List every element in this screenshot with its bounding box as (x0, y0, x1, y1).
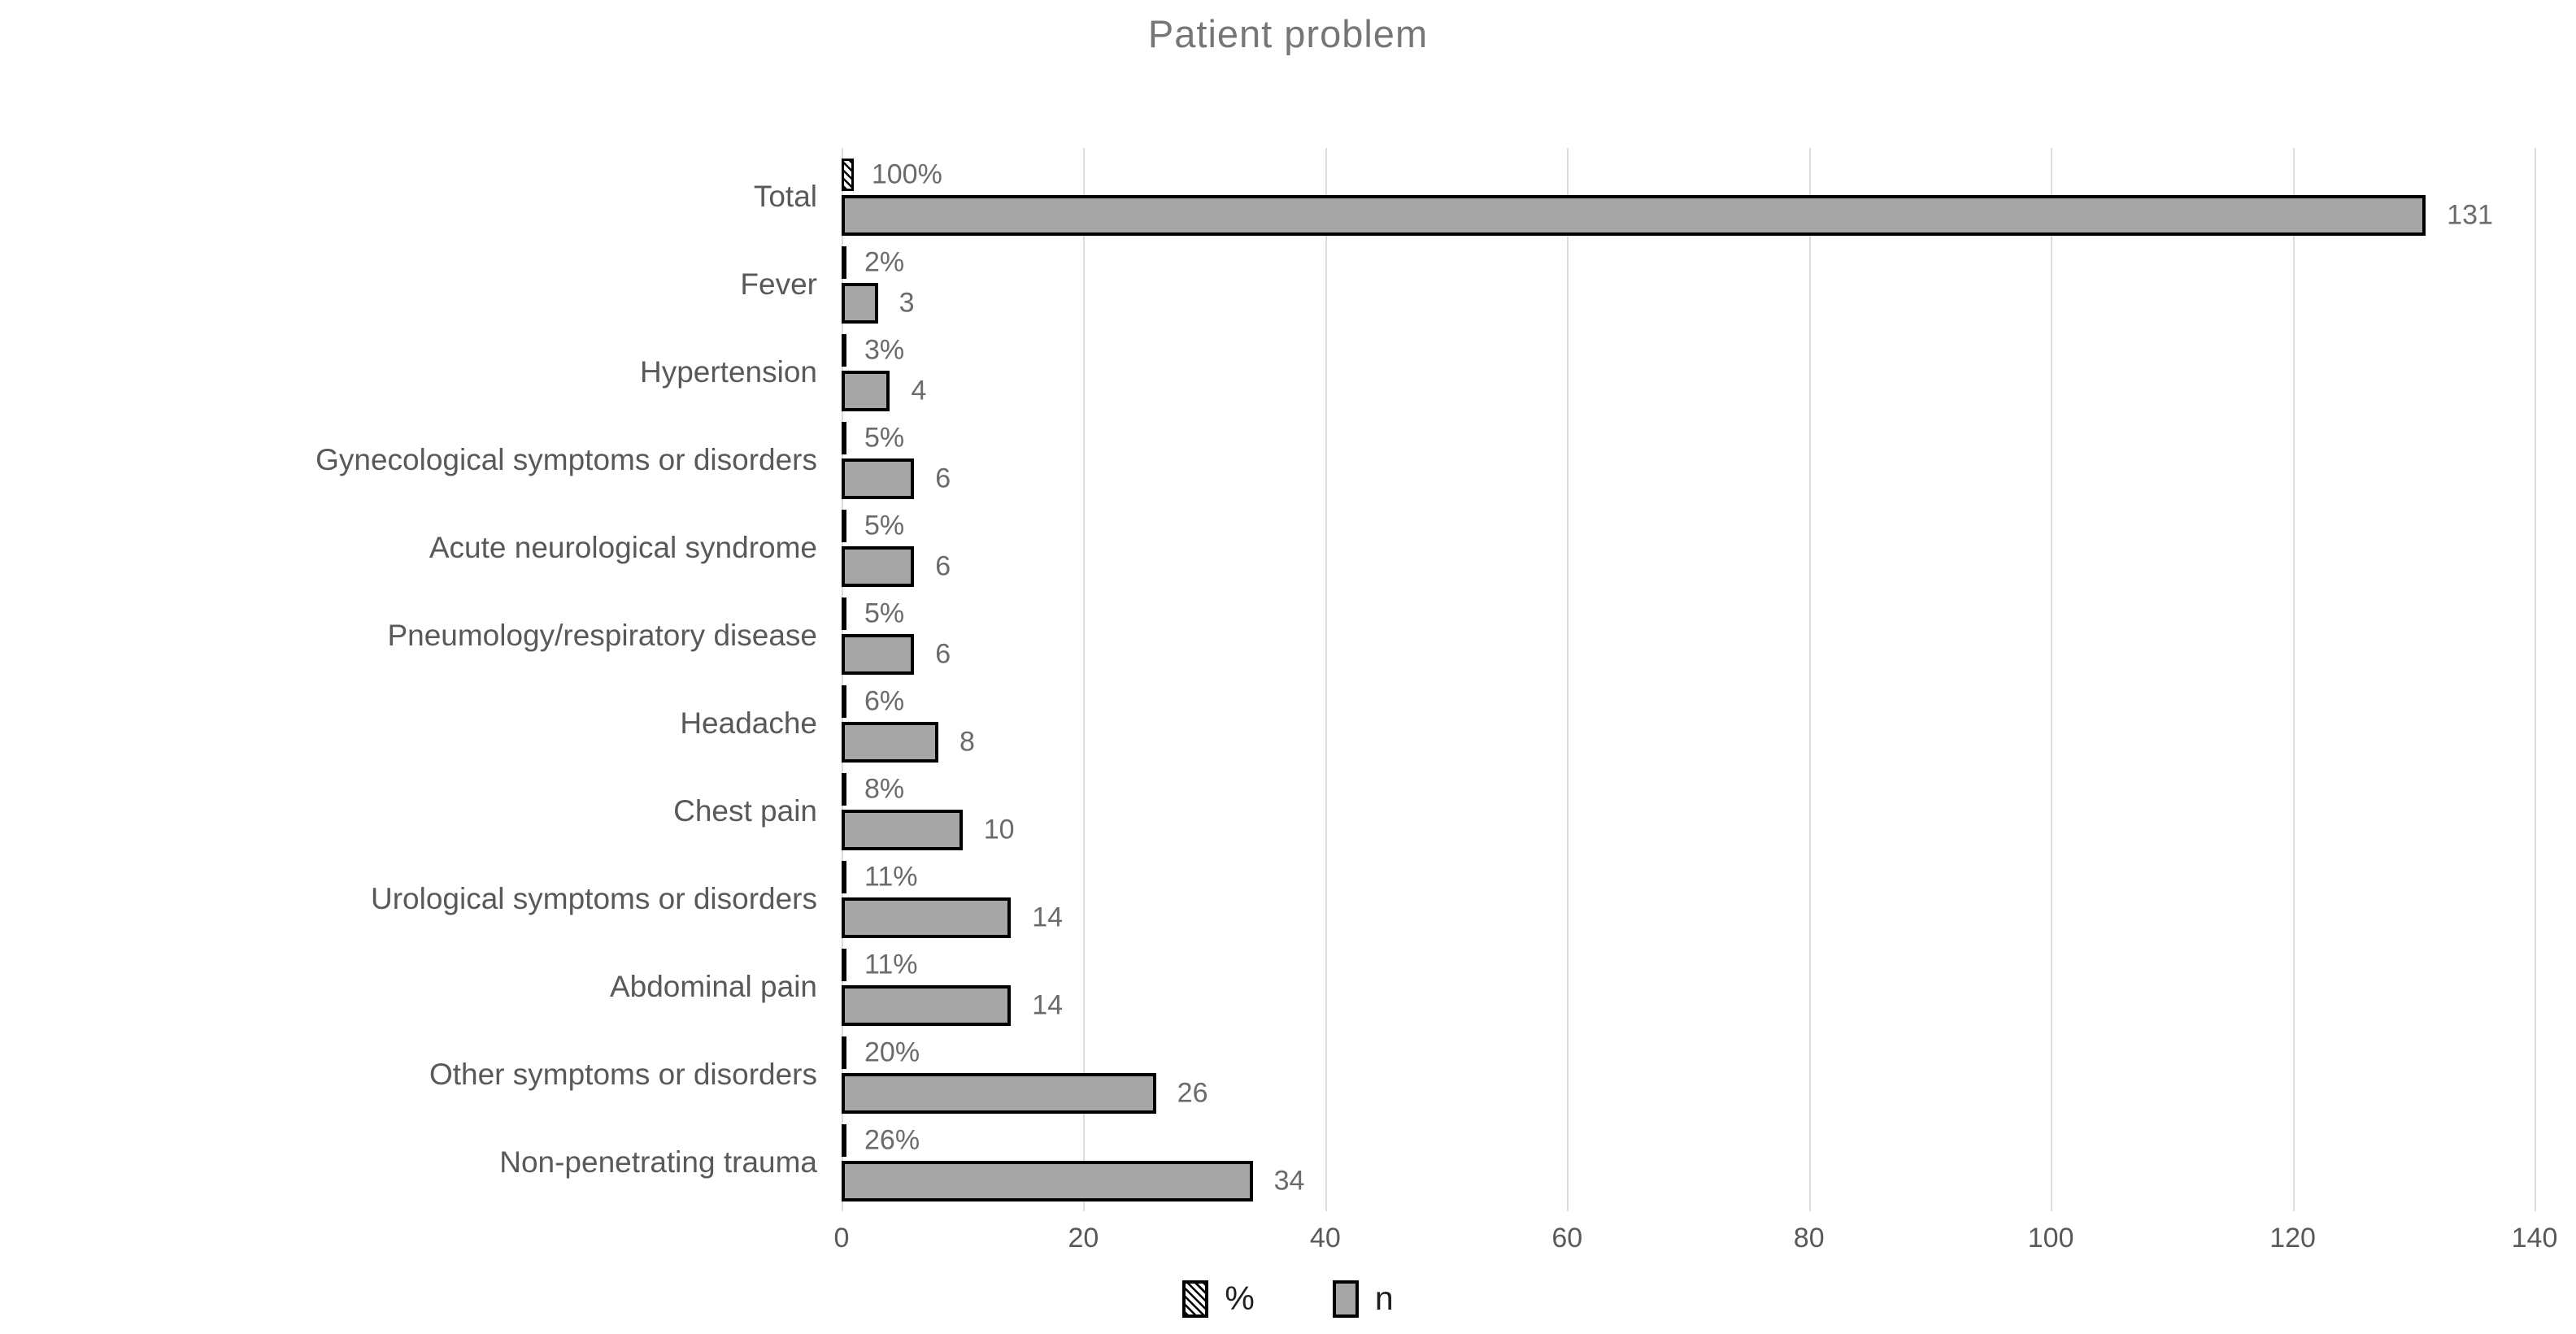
x-tick-label: 60 (1551, 1223, 1583, 1254)
count-value-label: 6 (935, 550, 951, 582)
count-bar (842, 1073, 1156, 1114)
percent-value-label: 6% (864, 685, 905, 717)
percent-bar (842, 334, 846, 367)
count-bar (842, 283, 878, 324)
category-label: Pneumology/respiratory disease (387, 619, 817, 652)
n-series-swatch-icon (1332, 1280, 1359, 1318)
count-bar (842, 195, 2426, 236)
count-value-label: 4 (911, 375, 927, 406)
percent-value-label: 5% (864, 510, 905, 541)
category-label: Acute neurological syndrome (429, 531, 817, 564)
legend-item-n: n (1332, 1280, 1394, 1318)
count-value-label: 14 (1032, 902, 1064, 933)
count-value-label: 8 (959, 726, 975, 758)
gridline (1325, 148, 1327, 1211)
gridline (2535, 148, 2536, 1211)
category-label: Other symptoms or disorders (429, 1058, 817, 1091)
count-value-label: 26 (1177, 1077, 1208, 1109)
percent-bar (842, 597, 846, 630)
count-value-label: 6 (935, 638, 951, 670)
x-tick-label: 80 (1793, 1223, 1825, 1254)
percent-bar (842, 422, 846, 454)
x-axis: 0 20 40 60 80 100 120 140 (834, 1223, 2558, 1258)
count-bar (842, 371, 890, 411)
category-row: Gynecological symptoms or disorders 5% 6 (315, 416, 2535, 504)
percent-value-label: 11% (864, 861, 918, 893)
category-row: Headache 6% 8 (680, 680, 2535, 767)
percent-value-label: 20% (864, 1036, 920, 1068)
percent-value-label: 100% (871, 159, 942, 190)
category-label: Gynecological symptoms or disorders (315, 443, 817, 476)
category-row: Chest pain 8% 10 (673, 767, 2535, 855)
x-tick-label: 120 (2269, 1223, 2316, 1254)
gridline (1808, 148, 1811, 1211)
gridline (1083, 148, 1086, 1211)
gridline (2051, 148, 2053, 1211)
category-row: Abdominal pain 11% 14 (610, 943, 2535, 1031)
category-row: Fever 2% 3 (740, 241, 2535, 328)
gridline (842, 148, 843, 1211)
count-bar (842, 810, 963, 850)
category-label: Hypertension (639, 355, 817, 389)
chart-title: Patient problem (1147, 12, 1429, 55)
category-row: Total 100% 131 (754, 153, 2535, 241)
percent-value-label: 5% (864, 422, 905, 454)
count-bar (842, 634, 915, 675)
legend-item-percent: % (1182, 1280, 1255, 1318)
percent-value-label: 3% (864, 334, 905, 366)
count-bar (842, 1161, 1253, 1201)
count-value-label: 34 (1273, 1165, 1305, 1197)
x-tick-label: 20 (1068, 1223, 1099, 1254)
percent-value-label: 2% (864, 246, 905, 278)
count-value-label: 3 (899, 287, 915, 319)
category-label: Chest pain (673, 794, 817, 828)
category-row: Pneumology/respiratory disease 5% 6 (387, 592, 2535, 680)
category-label: Abdominal pain (609, 970, 817, 1003)
x-tick-label: 40 (1309, 1223, 1341, 1254)
category-row: Non-penetrating trauma 26% 34 (499, 1119, 2535, 1206)
count-bar (842, 985, 1012, 1026)
count-value-label: 14 (1032, 989, 1064, 1021)
percent-value-label: 5% (864, 597, 905, 629)
percent-bar (842, 246, 846, 279)
gridline (2292, 148, 2295, 1211)
category-label: Urological symptoms or disorders (370, 882, 817, 915)
category-row: Acute neurological syndrome 5% 6 (429, 504, 2535, 592)
category-row: Hypertension 3% 4 (640, 328, 2535, 416)
count-value-label: 131 (2447, 199, 2493, 231)
count-value-label: 10 (983, 814, 1015, 845)
percent-bar (842, 1124, 846, 1157)
percent-series-label: % (1225, 1280, 1255, 1317)
x-tick-label: 140 (2511, 1223, 2558, 1254)
percent-bar (842, 949, 846, 981)
n-series-label: n (1374, 1280, 1394, 1317)
count-bar (842, 458, 915, 499)
legend: % n (0, 1280, 2576, 1318)
category-label: Total (753, 180, 817, 213)
percent-series-swatch-icon (1182, 1280, 1209, 1318)
category-row: Urological symptoms or disorders 11% 14 (371, 855, 2535, 943)
x-tick-label: 0 (833, 1223, 850, 1254)
percent-bar (842, 685, 846, 718)
percent-bar (842, 773, 846, 806)
category-row: Other symptoms or disorders 20% 26 (429, 1031, 2535, 1119)
count-value-label: 6 (935, 463, 951, 494)
percent-bar (842, 510, 846, 542)
percent-value-label: 26% (864, 1124, 920, 1156)
percent-bar (842, 159, 854, 191)
plot-area: Total 100% 131 Fever 2% 3 Hypertension 3% 4 Gynec… (315, 148, 2536, 1211)
gridline (1567, 148, 1569, 1211)
percent-value-label: 8% (864, 773, 905, 805)
count-bar (842, 546, 915, 587)
x-tick-label: 100 (2027, 1223, 2074, 1254)
category-label: Fever (740, 267, 817, 301)
percent-value-label: 11% (864, 949, 918, 980)
percent-bar (842, 1036, 846, 1069)
percent-bar (842, 861, 846, 893)
category-label: Headache (680, 706, 817, 740)
count-bar (842, 897, 1012, 938)
category-label: Non-penetrating trauma (499, 1145, 817, 1179)
count-bar (842, 722, 938, 763)
